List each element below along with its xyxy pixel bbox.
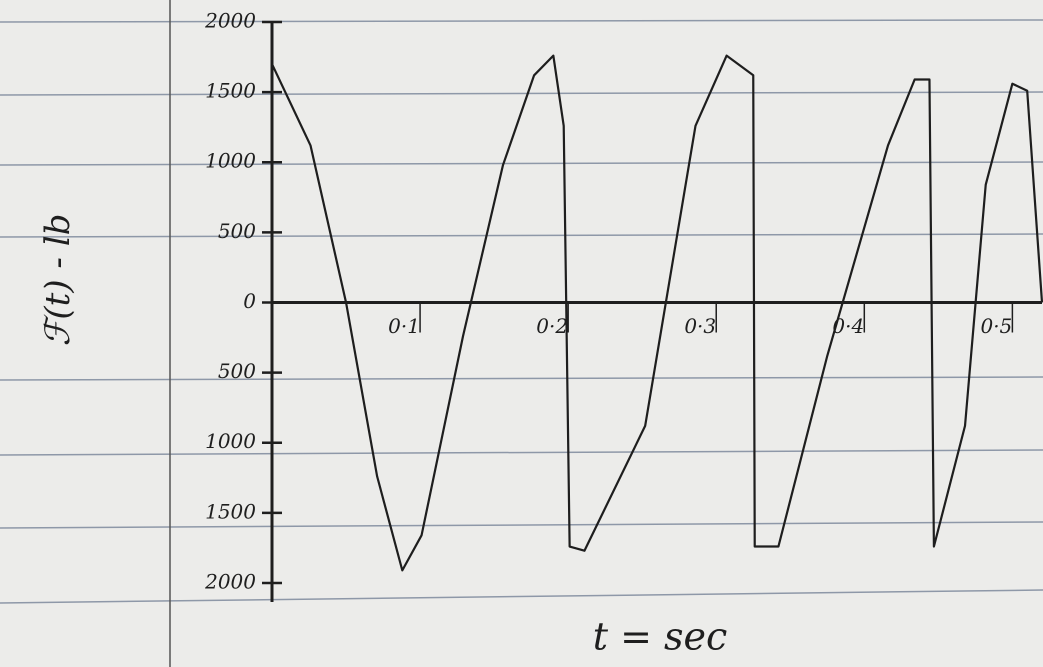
x-axis-label: t = sec <box>593 615 728 659</box>
y-tick-label: 500 <box>218 219 256 243</box>
x-tick-label: 0·3 <box>684 314 716 338</box>
y-tick-label: 2000 <box>204 569 256 593</box>
y-tick-label: 0 <box>243 289 256 313</box>
paper <box>0 0 1043 667</box>
y-axis-label: ℱ(t) - lb <box>38 214 78 347</box>
y-tick-label: 1000 <box>205 429 256 453</box>
y-tick-label: 1000 <box>205 149 256 173</box>
x-tick-label: 0·2 <box>536 314 568 338</box>
chart: ℱ(t) - lb t = sec 2000 1500 1000 500 0 500 100… <box>0 0 1043 667</box>
y-tick-label: 1500 <box>205 499 256 523</box>
x-tick-label: 0·5 <box>980 314 1012 338</box>
x-tick-label: 0·1 <box>388 314 420 338</box>
y-tick-label: 1500 <box>205 79 256 103</box>
page: ℱ(t) - lb t = sec 2000 1500 1000 500 0 500 100… <box>0 0 1043 667</box>
y-tick-label: 2000 <box>204 9 256 33</box>
y-tick-label: 500 <box>218 359 256 383</box>
